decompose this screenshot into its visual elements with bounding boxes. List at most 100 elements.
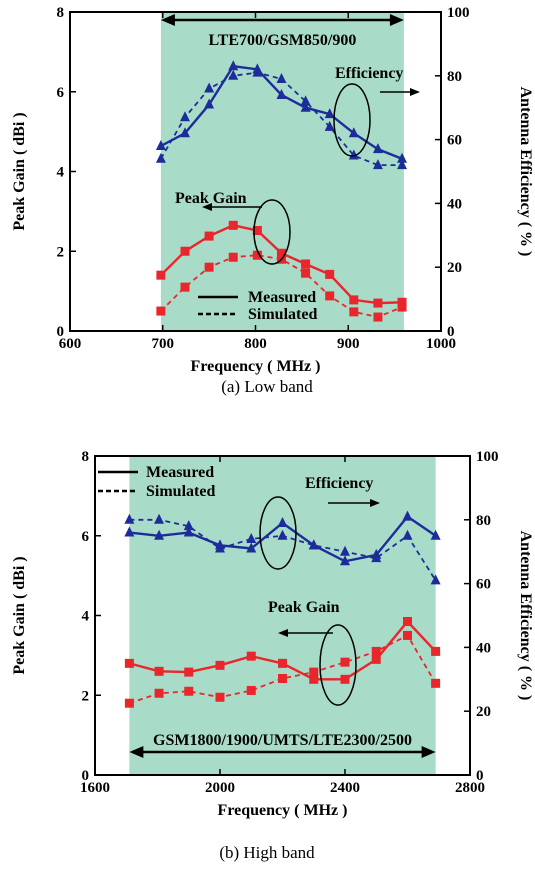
data-point <box>431 678 441 688</box>
data-point <box>300 95 311 106</box>
x-tick-label: 2000 <box>205 780 235 796</box>
data-point <box>228 69 239 80</box>
data-point <box>156 306 166 316</box>
y-axis-label-right: Antenna Efficiency ( % ) <box>517 531 534 701</box>
data-point <box>301 268 311 278</box>
band-label: GSM1800/1900/UMTS/LTE2300/2500 <box>153 732 412 749</box>
data-point <box>325 291 335 301</box>
x-axis-label: Frequency ( MHz ) <box>218 802 348 819</box>
series-efficiency-simulated <box>155 66 408 170</box>
band-arrow-head-left <box>129 746 144 758</box>
peak-gain-bracket-ellipse <box>319 624 357 706</box>
y-tick-label-right: 40 <box>476 640 491 656</box>
data-point <box>324 120 335 131</box>
data-point <box>301 259 311 269</box>
x-tick-label: 1600 <box>80 780 110 796</box>
data-point <box>340 545 350 556</box>
y-tick-label-right: 20 <box>447 260 462 276</box>
data-point <box>204 98 215 109</box>
y-tick-label-right: 80 <box>447 69 462 85</box>
data-point <box>180 246 190 256</box>
data-point <box>246 685 256 695</box>
data-point <box>204 82 215 93</box>
data-point <box>215 660 225 670</box>
legend-measured-label: Measured <box>146 464 214 481</box>
y-tick-label-left: 8 <box>82 449 90 465</box>
data-point <box>372 143 383 154</box>
series-peak_gain-measured <box>156 220 407 308</box>
peak-gain-arrow-head <box>202 203 212 211</box>
efficiency-annotation: Efficiency <box>335 65 403 82</box>
x-tick-label: 2400 <box>330 780 360 796</box>
data-point <box>373 312 383 322</box>
data-point <box>183 520 194 531</box>
data-point <box>204 262 214 272</box>
data-point <box>252 250 262 260</box>
data-point <box>277 529 288 540</box>
data-point <box>309 674 319 684</box>
data-point <box>349 307 359 317</box>
series-efficiency-measured <box>155 60 408 163</box>
legend-simulated-label: Simulated <box>248 306 317 323</box>
data-point <box>300 101 311 112</box>
y-tick-label-left: 2 <box>82 688 90 704</box>
peak-gain-arrow-head <box>278 629 288 637</box>
band-shading <box>160 12 404 331</box>
y-tick-label-left: 0 <box>82 768 90 784</box>
figure-caption: (a) Low band <box>221 377 313 396</box>
band-arrow <box>160 14 404 26</box>
data-point <box>340 674 350 684</box>
series-line <box>160 254 403 318</box>
efficiency-arrow-head <box>370 499 380 507</box>
data-point <box>397 159 408 170</box>
peak-gain-annotation: Peak Gain <box>175 190 247 207</box>
data-point <box>278 674 287 684</box>
y-axis-label-right: Antenna Efficiency ( % ) <box>517 87 534 257</box>
data-point <box>184 686 194 696</box>
y-tick-label-left: 4 <box>57 165 65 181</box>
y-tick-label-right: 60 <box>476 577 491 593</box>
data-point <box>325 269 335 279</box>
data-point <box>348 149 359 160</box>
efficiency-annotation: Efficiency <box>305 475 373 492</box>
data-point <box>371 646 381 656</box>
data-point <box>124 513 135 524</box>
data-point <box>228 220 238 230</box>
y-tick-label-left: 6 <box>57 85 65 101</box>
data-point <box>373 298 383 308</box>
band-arrow-head-right <box>389 14 404 26</box>
y-tick-label-left: 6 <box>82 529 90 545</box>
efficiency-bracket-ellipse <box>259 496 297 570</box>
data-point <box>340 555 350 566</box>
data-point <box>276 88 287 99</box>
data-point <box>252 66 263 77</box>
data-point <box>215 692 225 702</box>
data-point <box>371 552 382 563</box>
data-point <box>180 127 191 138</box>
data-point <box>124 698 134 708</box>
data-point <box>430 529 441 540</box>
y-tick-label-right: 100 <box>476 449 499 465</box>
data-point <box>124 526 135 537</box>
data-point <box>124 658 134 668</box>
band-arrow-head-left <box>160 14 175 26</box>
band-shading <box>129 456 436 775</box>
peak-gain-bracket-ellipse <box>253 199 291 265</box>
data-point <box>277 516 288 527</box>
efficiency-bracket-ellipse <box>333 83 371 157</box>
y-tick-label-left: 2 <box>57 244 65 260</box>
data-point <box>308 539 319 550</box>
data-point <box>402 529 413 540</box>
data-point <box>228 252 238 262</box>
data-point <box>228 60 239 71</box>
data-point <box>276 248 286 258</box>
data-point <box>184 667 194 677</box>
y-axis-label-left: Peak Gain ( dBi ) <box>11 556 28 674</box>
y-tick-label-left: 4 <box>82 609 90 625</box>
peak-gain-annotation: Peak Gain <box>268 599 340 616</box>
series-peak_gain-simulated <box>156 250 407 322</box>
y-tick-label-right: 60 <box>447 133 462 149</box>
y-tick-label-right: 0 <box>476 768 484 784</box>
x-axis-label: Frequency ( MHz ) <box>191 358 321 375</box>
